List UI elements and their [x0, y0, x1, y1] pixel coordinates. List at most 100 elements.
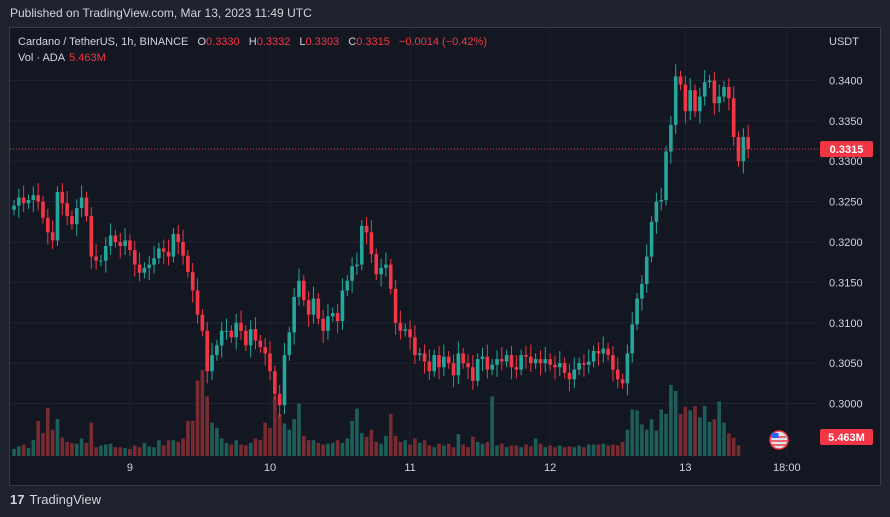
volume-bar [707, 421, 712, 456]
candle-body [41, 201, 45, 218]
candle-body [205, 330, 209, 372]
candle-body [152, 258, 156, 265]
change-value: −0.0014 (−0.42%) [398, 36, 487, 48]
candle-body [693, 90, 697, 112]
candle-body [456, 353, 461, 376]
low-label: L [299, 36, 306, 48]
volume-bar [543, 447, 548, 456]
candle-body [108, 235, 113, 247]
candle-body [157, 248, 161, 259]
candle-body [601, 348, 606, 354]
time-axis[interactable]: 9 10 11 12 13 18:00 [127, 462, 801, 474]
volume-bar [514, 445, 519, 456]
volume-bar [60, 437, 65, 456]
candle-body [12, 205, 16, 210]
candle-body [427, 361, 432, 372]
candle-body [688, 90, 692, 112]
volume-bar [41, 433, 45, 456]
volume-bar [94, 447, 98, 456]
volume-bar [147, 446, 152, 456]
x-tick-label: 11 [404, 462, 415, 474]
candle-body [292, 296, 296, 333]
candle-body [132, 250, 137, 265]
candle-body [736, 137, 741, 162]
last-price-label: 0.3315 [830, 144, 864, 156]
volume-bar [215, 427, 219, 456]
candle-body [89, 216, 94, 257]
volume-bar [437, 443, 441, 456]
volume-bar [65, 441, 69, 456]
candle-body [113, 235, 118, 242]
volume-bar [635, 410, 639, 456]
tradingview-footer[interactable]: 17 TradingView [10, 490, 101, 508]
volume-bar [649, 419, 654, 456]
volume-bar [427, 445, 432, 456]
candle-body [70, 216, 74, 225]
volume-bar [335, 440, 340, 456]
candle-body [422, 353, 427, 362]
volume-bar [89, 422, 94, 456]
volume-bar [287, 429, 292, 456]
volume-bar [316, 442, 321, 456]
candle-body [524, 355, 528, 357]
candle-body [538, 359, 543, 364]
volume-bar [200, 370, 205, 456]
candle-body [345, 280, 350, 291]
y-tick-label: 0.3300 [829, 156, 863, 168]
candle-body [432, 355, 437, 372]
volume-bar [562, 447, 567, 456]
candle-body [384, 264, 388, 268]
volume-bar [736, 445, 741, 456]
y-tick-label: 0.3050 [829, 358, 863, 370]
candle-body [408, 329, 412, 338]
candle-body [99, 260, 103, 262]
symbol-title[interactable]: Cardano / TetherUS, 1h, BINANCE [18, 36, 189, 48]
volume-bar [727, 433, 731, 456]
candle-body [673, 76, 678, 125]
candle-body [731, 98, 736, 138]
candle-body [446, 356, 451, 364]
candle-body [702, 82, 707, 97]
candle-body [669, 124, 673, 152]
candle-body [31, 195, 36, 201]
candle-body [388, 264, 393, 289]
volume-bar [350, 420, 354, 456]
candle-body [74, 208, 79, 225]
volume-bar [673, 391, 678, 456]
volume-bar [712, 419, 717, 456]
currency-label: USDT [829, 36, 859, 48]
candle-body [321, 318, 325, 331]
open-value: 0.3330 [206, 36, 240, 48]
y-tick-label: 0.3250 [829, 197, 863, 209]
candle-body [413, 337, 417, 356]
candle-body [374, 254, 379, 275]
high-value: 0.3332 [256, 36, 291, 48]
volume-bar [519, 447, 523, 456]
candle-body [398, 322, 403, 331]
volume-bar [591, 444, 596, 456]
candle-body [741, 137, 746, 162]
candle-body [519, 355, 523, 370]
volume-bar [321, 444, 325, 456]
candle-body [118, 242, 123, 247]
candle-body [500, 359, 504, 362]
volume-bar [330, 442, 335, 456]
us-flag-icon[interactable] [769, 430, 789, 450]
volume-bar [446, 443, 451, 456]
price-axis[interactable]: USDT 0.3400 0.3350 0.3300 0.3250 0.3200 0.315… [829, 36, 863, 411]
candle-body [273, 371, 277, 394]
candle-body [548, 359, 552, 365]
volume-bar [244, 445, 248, 456]
volume-bar [21, 444, 26, 456]
candle-body [678, 76, 683, 85]
y-tick-label: 0.3400 [829, 75, 863, 87]
candle-body [195, 290, 200, 315]
volume-bar [644, 429, 649, 456]
candle-body [364, 225, 369, 233]
candle-body [577, 363, 581, 370]
volume-bar [171, 440, 176, 456]
volume-bar [654, 430, 659, 456]
candle-body [248, 329, 253, 346]
volume-label[interactable]: Vol · ADA [18, 52, 66, 64]
